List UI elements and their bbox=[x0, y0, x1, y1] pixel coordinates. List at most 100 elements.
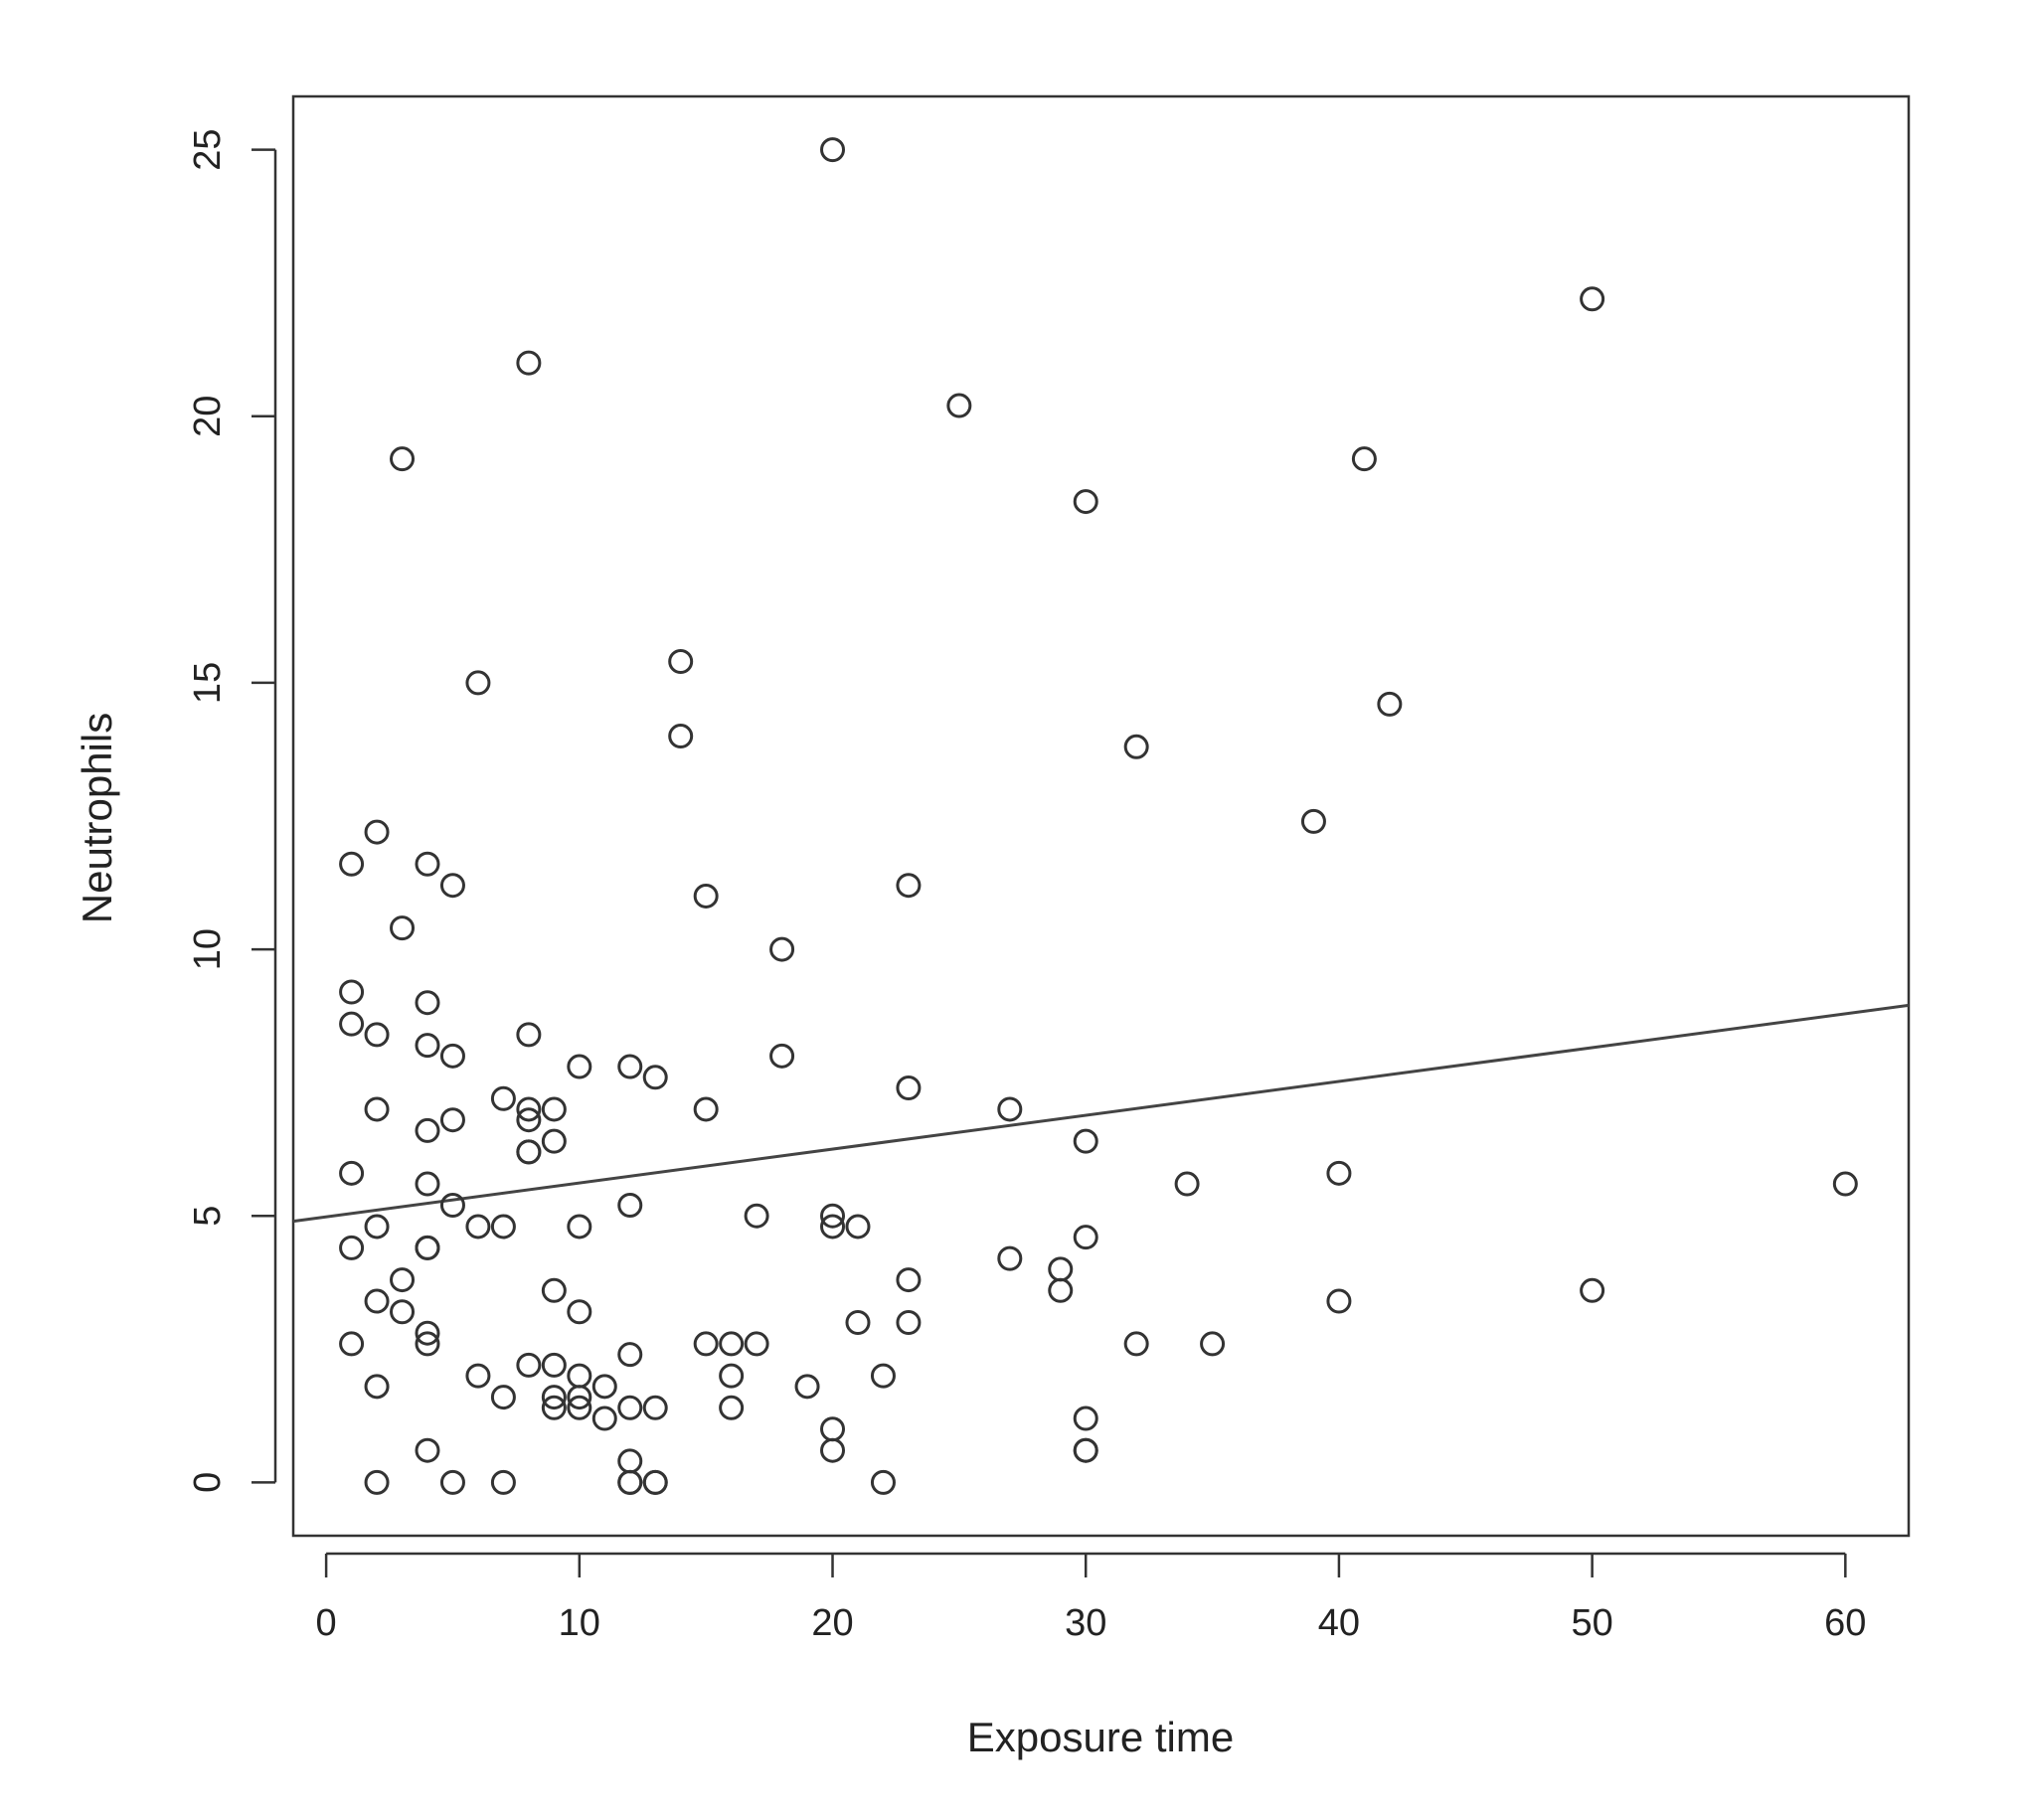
data-point bbox=[1580, 286, 1605, 312]
data-point bbox=[820, 1416, 846, 1442]
data-point bbox=[490, 1385, 516, 1410]
data-point bbox=[617, 1469, 643, 1495]
data-point bbox=[567, 1395, 592, 1420]
data-point bbox=[439, 873, 465, 899]
data-point bbox=[693, 1096, 719, 1122]
data-point bbox=[744, 1203, 769, 1229]
x-tick-label: 60 bbox=[1824, 1602, 1866, 1644]
data-point bbox=[490, 1469, 516, 1495]
data-point bbox=[820, 1214, 846, 1240]
data-point bbox=[997, 1096, 1023, 1122]
data-point bbox=[567, 1385, 592, 1410]
data-point bbox=[617, 1192, 643, 1218]
data-point bbox=[541, 1128, 567, 1154]
data-point bbox=[415, 1235, 440, 1260]
data-point bbox=[465, 1214, 491, 1240]
data-point bbox=[719, 1363, 745, 1389]
data-point bbox=[668, 648, 694, 674]
data-point bbox=[845, 1214, 871, 1240]
data-point bbox=[617, 1342, 643, 1368]
data-point bbox=[415, 851, 440, 877]
data-point bbox=[364, 1096, 390, 1122]
data-point bbox=[1377, 691, 1403, 717]
data-point bbox=[415, 1331, 440, 1357]
data-point bbox=[1123, 734, 1149, 759]
data-point bbox=[541, 1395, 567, 1420]
data-point bbox=[516, 1352, 542, 1378]
data-point bbox=[516, 1107, 542, 1133]
data-point bbox=[820, 1203, 846, 1229]
data-point bbox=[516, 1096, 542, 1122]
data-point bbox=[541, 1277, 567, 1303]
plot-frame bbox=[291, 94, 1911, 1538]
data-point bbox=[465, 1363, 491, 1389]
data-point bbox=[516, 350, 542, 376]
data-point bbox=[390, 1299, 416, 1325]
data-point bbox=[1200, 1331, 1226, 1357]
data-point bbox=[668, 724, 694, 749]
data-point bbox=[617, 1395, 643, 1420]
data-point bbox=[516, 1139, 542, 1165]
data-point bbox=[997, 1245, 1023, 1271]
y-tick-label: 15 bbox=[187, 662, 229, 704]
data-point bbox=[541, 1096, 567, 1122]
data-point bbox=[439, 1192, 465, 1218]
y-axis-label: Neutrophils bbox=[74, 713, 120, 923]
data-point bbox=[415, 1117, 440, 1143]
data-point bbox=[567, 1054, 592, 1079]
x-tick-label: 40 bbox=[1318, 1602, 1360, 1644]
data-point bbox=[1300, 808, 1326, 834]
data-point bbox=[364, 1288, 390, 1314]
data-point bbox=[415, 990, 440, 1016]
data-point bbox=[415, 1171, 440, 1197]
x-tick-label: 10 bbox=[559, 1602, 600, 1644]
data-point bbox=[896, 1309, 922, 1335]
data-point bbox=[364, 1469, 390, 1495]
data-point bbox=[1832, 1171, 1858, 1197]
data-point bbox=[339, 1011, 365, 1037]
regression-line bbox=[292, 1003, 1910, 1224]
data-point bbox=[1580, 1277, 1605, 1303]
data-point bbox=[617, 1448, 643, 1474]
y-tick-label: 0 bbox=[187, 1472, 229, 1493]
data-point bbox=[1073, 489, 1098, 515]
y-axis: 0 5 10 15 20 25 bbox=[187, 128, 277, 1493]
data-point bbox=[390, 446, 416, 472]
data-point bbox=[541, 1352, 567, 1378]
data-point bbox=[719, 1395, 745, 1420]
data-point bbox=[339, 1160, 365, 1186]
data-point bbox=[1073, 1225, 1098, 1250]
data-point bbox=[1073, 1406, 1098, 1431]
y-tick-label: 25 bbox=[187, 128, 229, 170]
data-point bbox=[490, 1214, 516, 1240]
data-point bbox=[591, 1406, 617, 1431]
data-point bbox=[390, 915, 416, 941]
data-point bbox=[339, 1331, 365, 1357]
regression-line-layer bbox=[292, 1003, 1910, 1224]
data-point bbox=[516, 1022, 542, 1048]
data-point bbox=[820, 137, 846, 163]
data-point bbox=[1073, 1128, 1098, 1154]
data-point bbox=[1326, 1288, 1352, 1314]
data-point bbox=[870, 1363, 896, 1389]
data-point bbox=[870, 1469, 896, 1495]
data-point bbox=[1174, 1171, 1200, 1197]
data-point bbox=[1048, 1256, 1074, 1282]
data-point bbox=[465, 670, 491, 696]
data-point bbox=[693, 883, 719, 909]
data-point bbox=[364, 1022, 390, 1048]
data-point bbox=[591, 1374, 617, 1400]
data-point bbox=[439, 1043, 465, 1069]
data-point bbox=[946, 393, 972, 418]
data-point bbox=[541, 1385, 567, 1410]
data-point bbox=[642, 1065, 668, 1090]
data-point bbox=[415, 1437, 440, 1463]
data-point bbox=[339, 851, 365, 877]
data-point bbox=[896, 1267, 922, 1293]
data-point bbox=[364, 1374, 390, 1400]
data-point bbox=[415, 1033, 440, 1059]
data-point bbox=[896, 1075, 922, 1101]
data-point bbox=[642, 1395, 668, 1420]
